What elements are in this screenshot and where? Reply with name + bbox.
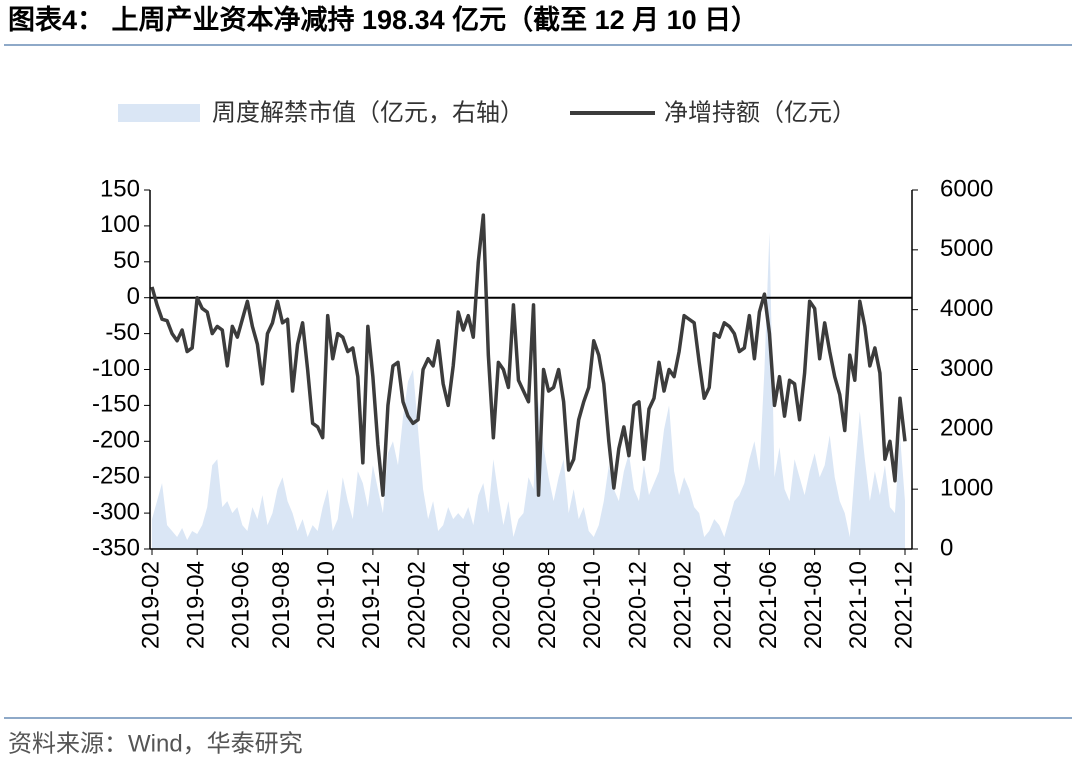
x-tick-label: 2019-10 <box>313 561 340 649</box>
y2-tick-label: 1000 <box>940 475 993 502</box>
legend-label: 周度解禁市值（亿元，右轴） <box>212 99 524 126</box>
y-tick-label: -50 <box>105 319 140 346</box>
y2-tick-label: 5000 <box>940 235 993 262</box>
x-tick-label: 2021-08 <box>800 561 827 649</box>
x-tick-label: 2021-04 <box>710 561 737 649</box>
y-tick-label: -200 <box>92 427 140 454</box>
y-tick-label: -250 <box>92 463 140 490</box>
x-tick-label: 2019-02 <box>137 561 164 649</box>
x-tick-label: 2021-12 <box>890 561 917 649</box>
y-tick-label: -150 <box>92 391 140 418</box>
line <box>150 213 907 497</box>
y2-tick-label: 4000 <box>940 295 993 322</box>
x-tick-label: 2019-06 <box>228 561 255 649</box>
y2-tick-label: 0 <box>940 534 953 561</box>
y-tick-label: 150 <box>100 175 140 202</box>
y-tick-label: -100 <box>92 355 140 382</box>
y-tick-label: 50 <box>113 247 140 274</box>
x-tick-label: 2021-02 <box>669 561 696 649</box>
x-tick-label: 2019-12 <box>358 561 385 649</box>
y-tick-label: -350 <box>92 534 140 561</box>
y2-tick-label: 3000 <box>940 355 993 382</box>
area <box>152 231 905 549</box>
x-tick-label: 2020-12 <box>624 561 651 649</box>
x-tick-label: 2021-06 <box>755 561 782 649</box>
x-tick-label: 2020-04 <box>449 561 476 649</box>
chart-title: 图表4： 上周产业资本净减持 198.34 亿元（截至 12 月 10 日） <box>8 5 758 35</box>
legend-label: 净增持额（亿元） <box>664 99 856 126</box>
y-tick-label: 100 <box>100 211 140 238</box>
x-tick-label: 2019-08 <box>268 561 295 649</box>
x-tick-label: 2019-04 <box>183 561 210 649</box>
y-tick-label: -300 <box>92 498 140 525</box>
x-tick-label: 2020-08 <box>534 561 561 649</box>
y2-tick-label: 2000 <box>940 415 993 442</box>
source-note: 资料来源：Wind，华泰研究 <box>8 730 303 757</box>
y2-tick-label: 6000 <box>940 175 993 202</box>
x-tick-label: 2020-02 <box>403 561 430 649</box>
x-tick-label: 2021-10 <box>845 561 872 649</box>
y-tick-label: 0 <box>127 283 140 310</box>
x-tick-label: 2020-10 <box>579 561 606 649</box>
legend-swatch <box>118 104 200 122</box>
x-tick-label: 2020-06 <box>489 561 516 649</box>
